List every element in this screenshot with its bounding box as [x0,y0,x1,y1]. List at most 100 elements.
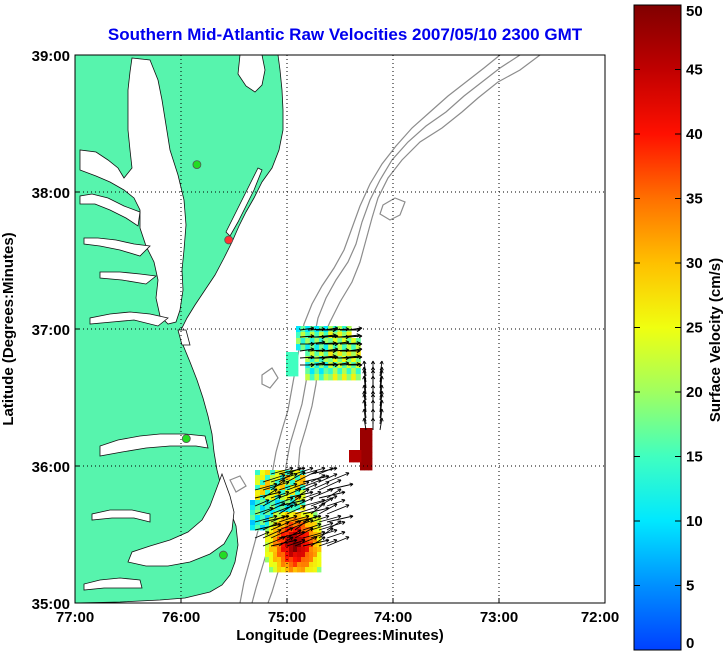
velocity-cell [309,562,314,568]
velocity-cell [281,517,286,523]
velocity-cell [280,475,286,481]
velocity-arrow [315,342,337,345]
velocity-cell [346,374,352,381]
velocity-arrow [278,520,302,531]
velocity-cell [293,522,298,528]
velocity-cell [309,350,315,357]
velocity-cell [294,352,299,359]
velocity-arrowhead [309,497,314,502]
velocity-cell [368,458,373,465]
velocity-cell [328,356,334,363]
velocity-arrow [302,523,322,531]
velocity-arrow [302,507,330,515]
velocity-arrowhead [301,505,306,510]
velocity-cell [328,374,334,381]
velocity-arrowhead [329,527,334,532]
velocity-cell [317,532,322,538]
velocity-cell [309,542,314,548]
velocity-cell [346,350,352,357]
velocity-arrow [310,474,326,483]
velocity-cell [368,452,373,459]
velocity-cell [323,356,329,363]
velocity-arrow [326,531,346,539]
velocity-cell [342,356,347,363]
velocity-cell [360,440,365,447]
velocity-cell [296,338,301,345]
velocity-arrow [270,515,286,523]
velocity-cell [277,542,282,548]
velocity-cell [317,542,322,548]
velocity-cell [260,510,266,516]
velocity-arrow [318,467,334,475]
velocity-arrowhead [277,529,282,534]
colorbar-tick-label: 30 [686,255,703,272]
velocity-cell [301,562,306,568]
colorbar-tick-label: 25 [686,320,703,337]
velocity-arrowhead [293,482,298,487]
velocity-arrow [379,399,383,419]
velocity-cell [270,475,276,481]
velocity-cell [280,485,286,491]
velocity-cell [305,356,311,363]
velocity-cell [285,475,291,481]
velocity-arrow [363,384,367,401]
velocity-arrowhead [293,472,298,477]
velocity-cell [273,512,278,518]
velocity-cell [269,567,274,573]
colorbar-label: Surface Velocity (cm/s) [707,258,724,422]
velocity-cell [305,532,310,538]
velocity-arrowhead [293,514,298,519]
velocity-arrow [310,515,330,523]
velocity-cell [305,374,311,381]
velocity-cell [314,356,320,363]
velocity-cell [328,344,334,351]
velocity-cell [364,440,369,447]
velocity-cell [300,470,306,476]
velocity-cell [313,557,318,563]
velocity-cell [301,522,306,528]
velocity-arrow [278,504,294,515]
velocity-cell [342,350,347,357]
velocity-arrow [294,506,318,515]
velocity-cell [269,537,274,543]
velocity-cell [295,505,301,511]
velocity-cell [309,552,314,558]
velocity-cell [277,567,282,573]
velocity-arrow [262,502,286,515]
velocity-arrowhead [289,466,294,471]
velocity-cell [289,517,294,523]
velocity-cell [317,537,322,543]
velocity-arrowhead [313,505,318,510]
velocity-arrowhead [317,514,322,519]
velocity-cell [255,515,261,521]
velocity-cell [269,557,274,563]
velocity-arrow [302,499,326,507]
velocity-cell [273,522,278,528]
velocity-cell [289,547,294,553]
colorbar-tick-label: 50 [686,3,703,20]
velocity-cell [281,562,286,568]
velocity-arrowhead [281,479,286,484]
velocity-arrowhead [265,499,270,504]
velocity-cell [305,512,310,518]
velocity-arrow [254,531,270,539]
velocity-cell [285,562,290,568]
velocity-cell [332,368,338,375]
velocity-cell [265,475,271,481]
velocity-cell [353,458,358,463]
velocity-arrow [379,360,383,377]
velocity-arrow [363,417,367,431]
velocity-arrowhead [337,514,342,519]
velocity-cell [355,350,361,357]
velocity-arrow [363,393,367,407]
velocity-arrowhead [289,497,294,501]
velocity-cell [273,547,278,553]
velocity-arrow [307,362,326,366]
velocity-cell [305,522,310,528]
radar-site-marker [181,434,191,444]
velocity-arrowhead [273,522,278,527]
velocity-arrow [363,399,367,419]
velocity-arrowhead [329,488,334,492]
velocity-arrow [270,473,298,483]
velocity-cell [337,332,343,339]
